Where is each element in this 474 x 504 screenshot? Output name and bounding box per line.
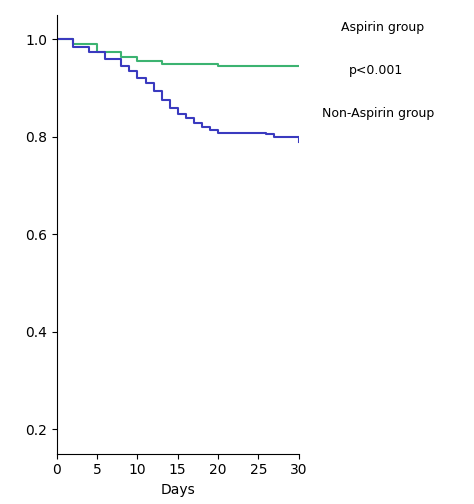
- X-axis label: Days: Days: [160, 483, 195, 497]
- Text: Non-Aspirin group: Non-Aspirin group: [322, 107, 435, 120]
- Text: p<0.001: p<0.001: [348, 64, 402, 77]
- Text: Aspirin group: Aspirin group: [341, 21, 424, 34]
